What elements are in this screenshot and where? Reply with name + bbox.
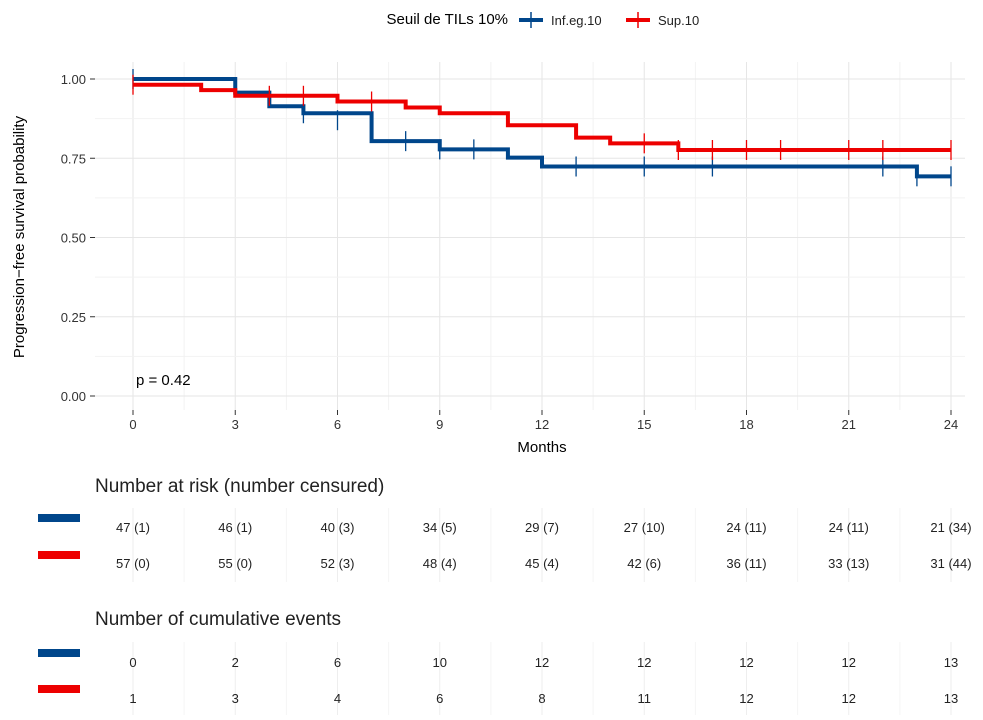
table-cell: 36 (11)	[726, 556, 766, 571]
x-tick-label: 9	[436, 417, 443, 432]
chart-title: Seuil de TILs 10%	[387, 11, 508, 28]
table-cell: 13	[944, 691, 958, 706]
events-table-grid	[132, 642, 952, 715]
x-tick-label: 3	[232, 417, 239, 432]
table-cell: 12	[739, 655, 753, 670]
x-tick-label: 24	[944, 417, 958, 432]
risk-table-title: Number at risk (number censured)	[95, 476, 384, 497]
table-cell: 8	[538, 691, 545, 706]
legend-label: Sup.10	[658, 13, 699, 28]
table-cell: 10	[433, 655, 447, 670]
events-table-title: Number of cumulative events	[95, 609, 341, 630]
legend-label: Inf.eg.10	[551, 13, 602, 28]
table-cell: 11	[638, 691, 652, 706]
table-cell: 21 (34)	[930, 520, 971, 535]
table-cell: 0	[129, 655, 136, 670]
table-cell: 57 (0)	[116, 556, 150, 571]
x-tick-label: 0	[129, 417, 136, 432]
x-tick-label: 12	[535, 417, 549, 432]
x-axis: 0 3 6 9 12 15 18 21 24	[129, 410, 958, 432]
x-tick-label: 18	[739, 417, 753, 432]
table-cell: 12	[842, 655, 856, 670]
x-axis-label: Months	[517, 439, 566, 456]
y-tick-label: 1.00	[61, 72, 86, 87]
table-cell: 12	[535, 655, 549, 670]
y-tick-label: 0.00	[61, 389, 86, 404]
y-axis: 0.00 0.25 0.50 0.75 1.00	[61, 72, 95, 404]
table-cell: 6	[436, 691, 443, 706]
events-table: 0 2 6 10 12 12 12 12 131 3 4 6 8 11 12 12 13	[38, 649, 958, 706]
table-cell: 3	[232, 691, 239, 706]
plot-grid	[95, 62, 965, 410]
table-cell: 4	[334, 691, 341, 706]
table-cell: 12	[637, 655, 651, 670]
y-axis-label: Progression−free survival probability	[11, 115, 28, 358]
table-cell: 13	[944, 655, 958, 670]
table-cell: 45 (4)	[525, 556, 559, 571]
table-cell: 47 (1)	[116, 520, 150, 535]
y-tick-label: 0.75	[61, 151, 86, 166]
risk-table-grid	[132, 508, 952, 582]
legend: Inf.eg.10 Sup.10	[519, 12, 699, 28]
x-tick-label: 15	[637, 417, 651, 432]
series-step-line	[133, 82, 951, 153]
x-tick-label: 6	[334, 417, 341, 432]
y-tick-label: 0.25	[61, 310, 86, 325]
x-tick-label: 21	[842, 417, 856, 432]
table-cell: 24 (11)	[829, 520, 869, 535]
table-cell: 29 (7)	[525, 520, 559, 535]
risk-table: 47 (1) 46 (1) 40 (3) 34 (5) 29 (7) 27 (10) 24 …	[38, 514, 972, 571]
table-cell: 40 (3)	[321, 520, 355, 535]
table-cell: 24 (11)	[726, 520, 766, 535]
table-cell: 46 (1)	[218, 520, 252, 535]
table-cell: 31 (44)	[930, 556, 971, 571]
table-cell: 6	[334, 655, 341, 670]
table-cell: 34 (5)	[423, 520, 457, 535]
table-cell: 12	[739, 691, 753, 706]
series-layer	[132, 69, 952, 187]
table-cell: 27 (10)	[624, 520, 665, 535]
table-cell: 42 (6)	[627, 556, 661, 571]
table-cell: 48 (4)	[423, 556, 457, 571]
table-cell: 2	[232, 655, 239, 670]
table-cell: 52 (3)	[321, 556, 355, 571]
table-cell: 33 (13)	[828, 556, 869, 571]
p-value-annotation: p = 0.42	[136, 372, 191, 389]
table-cell: 12	[842, 691, 856, 706]
table-cell: 1	[129, 691, 136, 706]
y-tick-label: 0.50	[61, 231, 86, 246]
table-cell: 55 (0)	[218, 556, 252, 571]
